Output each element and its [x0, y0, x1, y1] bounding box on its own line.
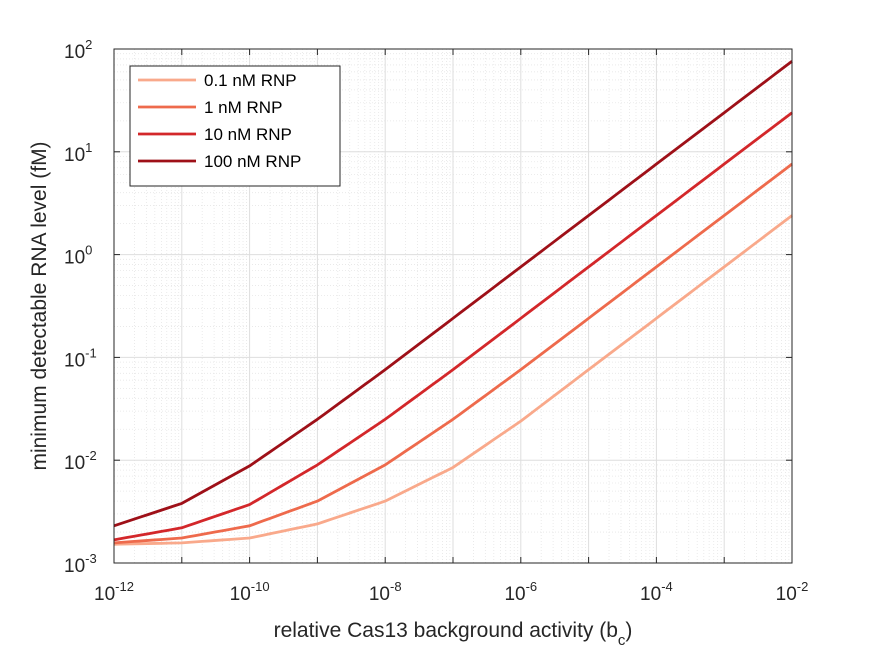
x-tick-label: 10-12	[94, 579, 134, 605]
x-tick-label: 10-6	[504, 579, 537, 605]
axis-ticks	[113, 48, 793, 564]
y-tick-label: 10-2	[64, 448, 97, 474]
legend-label: 100 nM RNP	[204, 152, 301, 171]
x-tick-label: 10-2	[776, 579, 809, 605]
legend-label: 0.1 nM RNP	[204, 71, 297, 90]
x-axis-label: relative Cas13 background activity (bc)	[274, 619, 633, 649]
y-axis-label: minimum detectable RNA level (fM)	[28, 141, 51, 470]
series-line-4	[113, 60, 793, 528]
y-tick-label: 100	[64, 243, 92, 269]
x-tick-label: 10-4	[640, 579, 673, 605]
series-line-3	[113, 111, 793, 542]
legend-label: 1 nM RNP	[204, 98, 282, 117]
y-tick-label: 101	[64, 140, 92, 166]
series-line-2	[113, 162, 793, 545]
y-tick-label: 10-3	[64, 551, 97, 577]
y-tick-label: 10-1	[64, 345, 97, 371]
series-lines	[113, 60, 793, 546]
series-line-1	[113, 214, 793, 546]
x-tick-labels: 10-12 10-10 10-8 10-6 10-4 10-2	[94, 579, 808, 605]
legend-label: 10 nM RNP	[204, 125, 292, 144]
y-tick-label: 102	[64, 37, 92, 63]
x-tick-label: 10-8	[369, 579, 402, 605]
x-tick-label: 10-10	[230, 579, 270, 605]
y-tick-labels: 10-3 10-2 10-1 100 101 102	[64, 37, 97, 577]
legend: 0.1 nM RNP 1 nM RNP 10 nM RNP 100 nM RNP	[129, 65, 341, 187]
legend-box	[129, 65, 341, 187]
